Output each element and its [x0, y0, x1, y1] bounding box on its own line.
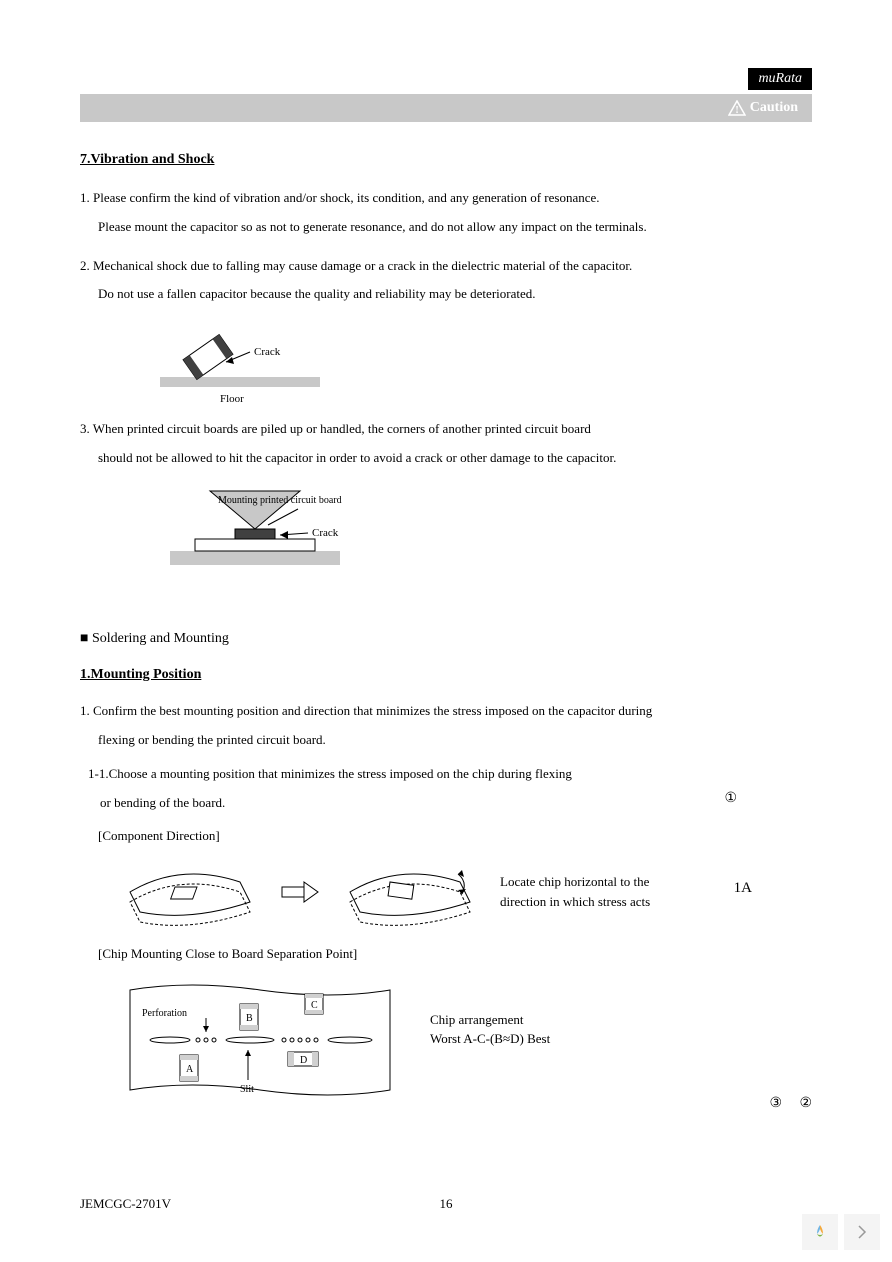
- annotation-circ-1: ①: [724, 790, 737, 807]
- para-7-1b: Please mount the capacitor so as not to …: [80, 217, 812, 238]
- chevron-right-icon: [857, 1225, 867, 1239]
- para-7-3b: should not be allowed to hit the capacit…: [80, 448, 812, 469]
- page-footer: JEMCGC-2701V 16: [80, 1196, 812, 1212]
- svg-text:Crack: Crack: [312, 527, 339, 539]
- figure-pcb-stack: Mounting printed circuit board Crack: [140, 481, 812, 581]
- mounting-position-title: 1.Mounting Position: [80, 667, 812, 683]
- figure-board-bend-right: [340, 852, 480, 932]
- figure-chip-arrangement: A B C D Perforation Slit: [120, 970, 410, 1110]
- svg-text:Slit: Slit: [240, 1084, 254, 1095]
- svg-text:A: A: [186, 1064, 194, 1075]
- footer-page-number: 16: [440, 1196, 453, 1212]
- yii-logo-icon[interactable]: [802, 1214, 838, 1250]
- caution-banner: ! Caution: [80, 94, 812, 122]
- brand-logo: muRata: [748, 68, 812, 90]
- component-direction-label: [Component Direction]: [98, 828, 812, 844]
- svg-text:!: !: [735, 105, 738, 116]
- annotation-circ-2: ②: [799, 1095, 812, 1112]
- figure-crack-floor: Crack Floor: [140, 317, 812, 407]
- para-7-3a: 3. When printed circuit boards are piled…: [80, 419, 812, 440]
- warning-triangle-icon: !: [728, 100, 746, 116]
- para-7-2b: Do not use a fallen capacitor because th…: [80, 284, 812, 305]
- chip-mounting-label: [Chip Mounting Close to Board Separation…: [98, 946, 812, 962]
- svg-text:D: D: [300, 1055, 307, 1066]
- arrow-right-icon: [280, 877, 320, 907]
- para-mp-1b: flexing or bending the printed circuit b…: [80, 730, 812, 751]
- next-page-button[interactable]: [844, 1214, 880, 1250]
- para-7-2a: 2. Mechanical shock due to falling may c…: [80, 256, 812, 277]
- caution-label: Caution: [750, 100, 798, 116]
- figure-board-bend-left: [120, 852, 260, 932]
- para-mp-11a: 1-1.Choose a mounting position that mini…: [80, 764, 812, 785]
- section-7-title: 7.Vibration and Shock: [80, 152, 812, 168]
- chip-arrangement-note: Chip arrangement Worst A-C-(B≈D) Best: [430, 1010, 550, 1049]
- component-direction-note: Locate chip horizontal to the direction …: [500, 872, 650, 911]
- annotation-circ-3: ③: [769, 1095, 782, 1112]
- para-mp-1a: 1. Confirm the best mounting position an…: [80, 701, 812, 722]
- svg-text:C: C: [311, 1000, 318, 1011]
- para-7-1a: 1. Please confirm the kind of vibration …: [80, 188, 812, 209]
- annotation-1a: 1A: [734, 880, 752, 897]
- soldering-heading: ■ Soldering and Mounting: [80, 631, 812, 647]
- para-mp-11b: or bending of the board.: [80, 793, 812, 814]
- svg-text:B: B: [246, 1013, 253, 1024]
- footer-doc-code: JEMCGC-2701V: [80, 1196, 171, 1212]
- svg-text:Perforation: Perforation: [142, 1008, 187, 1019]
- fig1-floor-label: Floor: [220, 393, 244, 405]
- fig1-crack-label: Crack: [254, 346, 281, 358]
- svg-text:Mounting printed circuit board: Mounting printed circuit board: [218, 495, 342, 506]
